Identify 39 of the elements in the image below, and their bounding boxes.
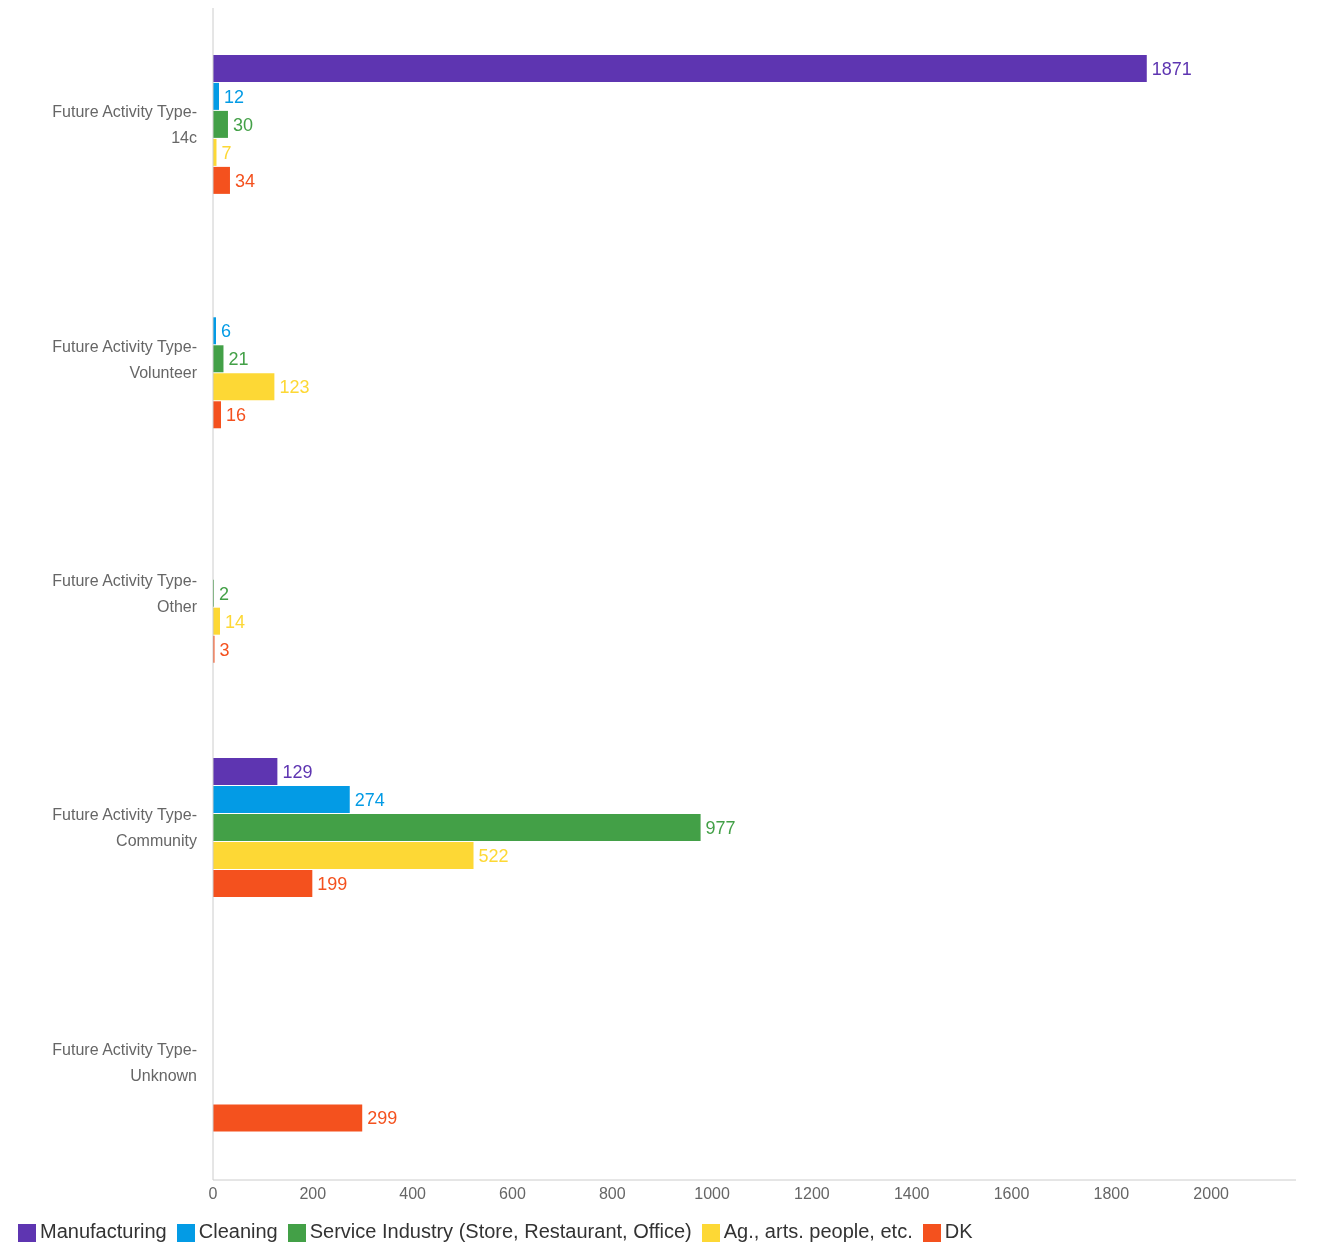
data-label: 129 [282,761,313,782]
data-label: 199 [317,873,348,894]
y-tick-label: Future Activity Type-14c [52,103,197,147]
x-tick-label: 1000 [694,1185,730,1203]
legend-label: DK [944,1220,973,1242]
y-tick-label: Future Activity Type-Volunteer [52,337,198,381]
legend-label: Ag., arts. people, etc. [723,1220,913,1242]
legend-label: Service Industry (Store, Restaurant, Office) [309,1220,692,1242]
data-label: 2 [219,583,230,604]
x-tick-label: 400 [399,1185,427,1203]
y-tick-label: Future Activity Type-Community [52,806,197,850]
data-label: 30 [232,114,253,135]
data-label: 14 [224,611,246,632]
data-label: 977 [705,817,736,838]
x-tick-label: 600 [499,1185,526,1203]
data-label: 1871 [1151,58,1192,79]
x-tick-label: 200 [299,1185,327,1203]
y-tick-label: Future Activity Type-Unknown [52,1040,197,1084]
legend-label: Manufacturing [40,1220,167,1242]
x-tick-label: 800 [598,1185,626,1203]
data-label: 299 [367,1108,398,1129]
x-tick-label: 2000 [1193,1185,1230,1203]
data-label: 16 [225,405,247,426]
x-tick-label: 1800 [1093,1185,1130,1203]
data-label: 7 [221,142,232,163]
data-label: 21 [228,349,249,370]
x-tick-label: 1600 [993,1185,1030,1203]
data-label: 12 [223,86,245,107]
x-tick-label: 1200 [794,1185,830,1203]
data-label: 3 [219,639,230,660]
y-tick-label: Future Activity Type-Other [52,572,198,615]
x-tick-label: 1400 [893,1185,930,1203]
data-label: 34 [234,170,255,191]
data-label: 6 [220,321,232,342]
data-label: 123 [279,377,310,398]
data-label: 522 [478,845,509,866]
data-label: 274 [354,789,385,810]
legend-label: Cleaning [198,1220,278,1242]
x-tick-label: 0 [208,1185,218,1203]
